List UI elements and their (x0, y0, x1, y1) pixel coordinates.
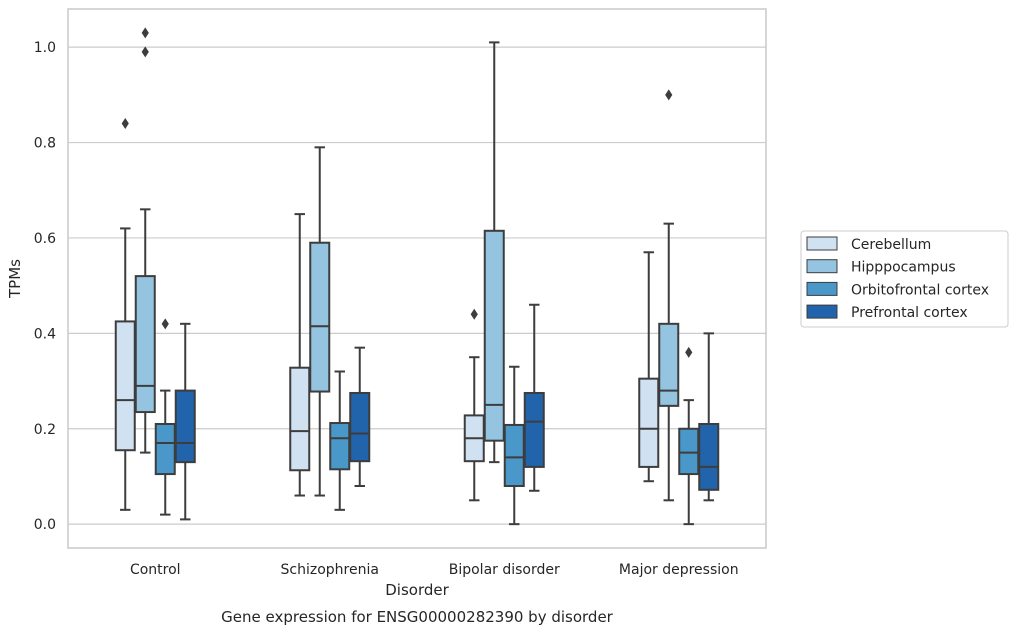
box (503, 423, 525, 487)
box (329, 422, 351, 471)
outlier-point (141, 46, 149, 58)
outlier-point (470, 308, 478, 320)
x-tick-label: Control (130, 562, 181, 578)
legend-label: Orbitofrontal cortex (851, 282, 989, 298)
box-0-0 (114, 117, 136, 511)
box-3-0 (174, 322, 196, 521)
x-axis-ticks: Control Schizophrenia Bipolar disorder Majo… (130, 562, 739, 578)
legend-label: Hipppocampus (851, 260, 956, 276)
box-2-0 (154, 318, 176, 516)
box-1-3 (658, 89, 680, 502)
y-tick-label: 0.4 (34, 326, 56, 342)
legend-swatch (806, 236, 838, 251)
legend-label: Cerebellum (851, 237, 931, 253)
y-tick-label: 0.0 (34, 517, 56, 533)
boxplot-marks (114, 27, 720, 526)
outlier-point (685, 346, 693, 358)
box (289, 366, 311, 472)
plot-frame (67, 8, 767, 549)
legend-swatch (806, 304, 838, 319)
box-1-0 (134, 27, 156, 454)
box-2-1 (329, 370, 351, 511)
legend: Cerebellum Hipppocampus Orbitofrontal cort… (800, 230, 1009, 328)
legend-items: Cerebellum Hipppocampus Orbitofrontal cort… (806, 236, 989, 321)
y-tick-label: 0.6 (34, 231, 56, 247)
outlier-point (121, 117, 129, 129)
box (114, 320, 136, 452)
x-axis-label: Disorder (385, 581, 449, 599)
box (309, 241, 331, 393)
x-tick-label: Major depression (619, 562, 739, 578)
box (658, 322, 680, 407)
box (349, 391, 371, 463)
x-tick-label: Bipolar disorder (449, 562, 560, 578)
outlier-point (665, 89, 673, 101)
box (174, 389, 196, 464)
box-1-2 (483, 41, 505, 464)
y-tick-label: 0.2 (34, 422, 56, 438)
box-0-2 (463, 308, 485, 502)
y-axis-label: TPMs (6, 259, 24, 299)
box-3-3 (698, 332, 720, 502)
legend-frame (800, 230, 1009, 328)
box-3-1 (349, 346, 371, 487)
chart-title: Gene expression for ENSG00000282390 by d… (221, 608, 614, 626)
box (638, 377, 660, 468)
legend-swatch (806, 259, 838, 274)
box-2-2 (503, 365, 525, 526)
legend-swatch (806, 281, 838, 296)
box-2-3 (678, 346, 700, 526)
box (678, 427, 700, 476)
x-tick-label: Schizophrenia (281, 562, 379, 578)
box-1-1 (309, 146, 331, 497)
outlier-point (141, 27, 149, 39)
box-0-1 (289, 213, 311, 497)
box-3-2 (523, 303, 545, 492)
box (523, 391, 545, 468)
y-tick-label: 1.0 (34, 40, 56, 56)
box-0-3 (638, 251, 660, 483)
box (134, 275, 156, 414)
y-tick-label: 0.8 (34, 136, 56, 152)
legend-label: Prefrontal cortex (851, 305, 968, 321)
box (154, 422, 176, 476)
box (483, 229, 505, 442)
box (698, 422, 720, 491)
outlier-point (161, 318, 169, 330)
y-axis-ticks: 0.0 0.2 0.4 0.6 0.8 1.0 (34, 40, 56, 533)
